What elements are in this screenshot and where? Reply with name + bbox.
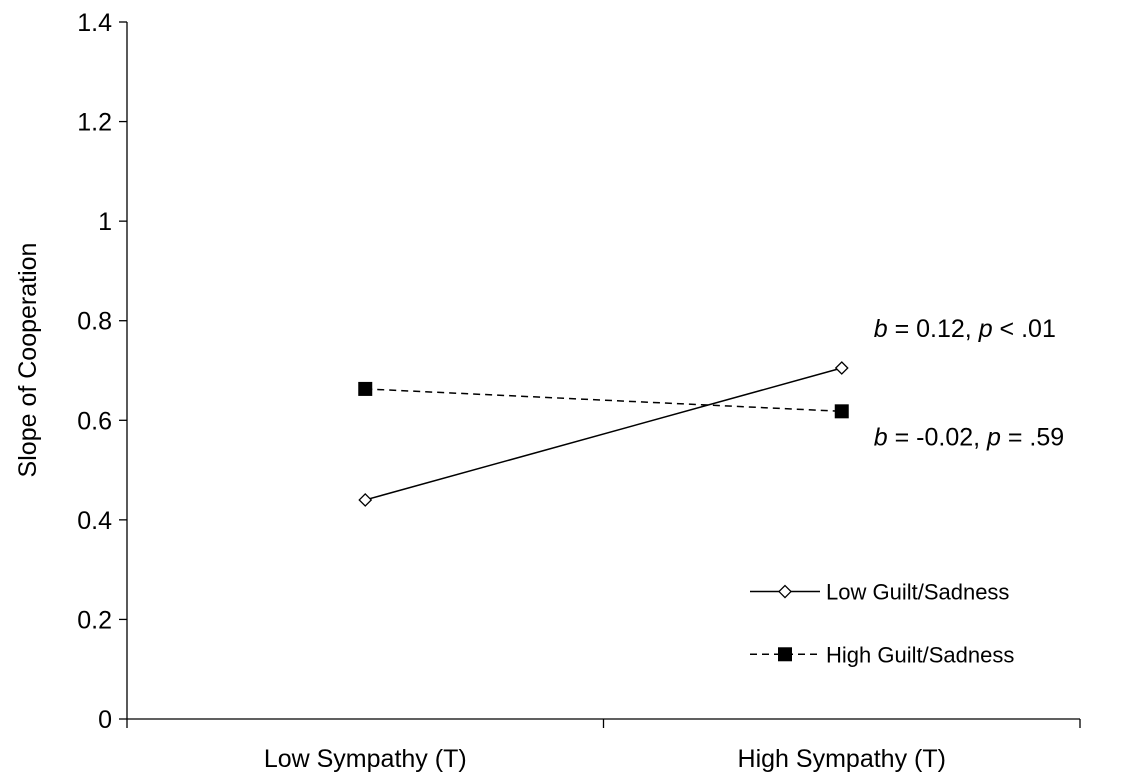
data-point-diamond xyxy=(778,584,792,599)
data-point-diamond xyxy=(834,361,849,375)
b-value: = -0.02, xyxy=(888,423,987,451)
y-tick-label: 1.2 xyxy=(77,109,112,137)
p-symbol: p xyxy=(978,315,993,343)
y-tick-label: 0.4 xyxy=(77,507,112,535)
series-0 xyxy=(358,361,849,507)
y-tick-label: 1.4 xyxy=(77,9,112,37)
y-ticks: 0 0.2 0.4 0.6 0.8 1 1.2 1.4 xyxy=(77,9,127,734)
legend-entry-0: Low Guilt/Sadness xyxy=(750,580,1009,605)
p-symbol: p xyxy=(986,423,1001,451)
y-tick-label: 0.2 xyxy=(77,606,112,634)
legend-entry-1: High Guilt/Sadness xyxy=(750,642,1014,667)
y-tick-label: 0 xyxy=(98,706,112,734)
x-categories: Low Sympathy (T) High Sympathy (T) xyxy=(126,719,1081,773)
b-symbol: b xyxy=(874,423,888,451)
p-value: = .59 xyxy=(1001,423,1064,451)
data-point-square xyxy=(358,381,373,396)
y-tick-label: 0.6 xyxy=(77,407,112,435)
b-symbol: b xyxy=(874,315,888,343)
b-value: = 0.12, xyxy=(888,315,979,343)
axes xyxy=(126,22,1080,720)
data-point-diamond xyxy=(358,493,373,507)
legend: Low Guilt/Sadness High Guilt/Sadness xyxy=(750,580,1014,667)
x-category-label: High Sympathy (T) xyxy=(738,745,946,773)
slope-annotation: b = -0.02, p = .59 xyxy=(874,423,1064,451)
slope-annotation: b = 0.12, p < .01 xyxy=(874,315,1056,343)
y-tick-label: 0.8 xyxy=(77,308,112,336)
p-value: < .01 xyxy=(993,315,1056,343)
annotations: b = 0.12, p < .01b = -0.02, p = .59 xyxy=(874,315,1064,451)
series-line xyxy=(365,388,842,413)
series-line xyxy=(365,367,842,501)
legend-label: Low Guilt/Sadness xyxy=(826,580,1009,605)
legend-label: High Guilt/Sadness xyxy=(826,642,1014,667)
data-point-square xyxy=(778,647,792,662)
x-category-label: Low Sympathy (T) xyxy=(264,745,467,773)
series-1 xyxy=(358,381,849,419)
series-layer xyxy=(358,361,849,507)
data-point-square xyxy=(834,404,849,419)
y-tick-label: 1 xyxy=(98,208,112,236)
y-axis-title: Slope of Cooperation xyxy=(14,243,42,478)
